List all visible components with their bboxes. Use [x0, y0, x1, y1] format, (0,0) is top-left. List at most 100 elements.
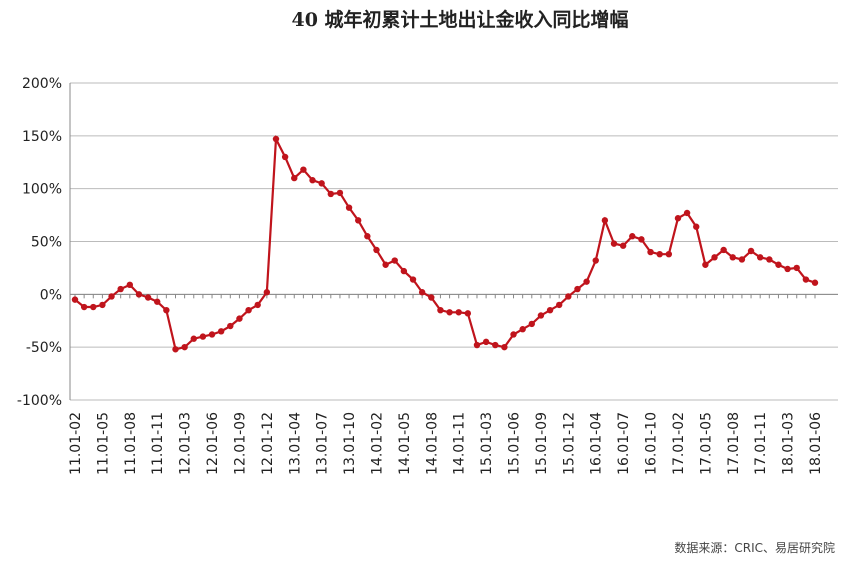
data-point: [163, 306, 170, 314]
data-line: [74, 134, 816, 351]
y-tick-label: 200%: [22, 76, 62, 92]
y-tick-label: -100%: [17, 393, 62, 409]
x-tick-label: 17.01-02: [671, 412, 687, 475]
data-point: [629, 233, 636, 240]
x-tick-label: 14.01-02: [369, 412, 385, 475]
data-point: [775, 261, 782, 268]
data-point: [464, 310, 472, 317]
x-tick-label: 17.01-08: [726, 412, 742, 475]
x-tick-label: 11.01-05: [95, 412, 111, 475]
data-point: [117, 285, 124, 293]
data-point: [199, 333, 207, 340]
x-tick-label: 15.01-03: [479, 412, 495, 475]
data-point: [382, 261, 389, 268]
data-point: [327, 190, 335, 198]
x-tick-label: 15.01-09: [534, 412, 550, 475]
chart-title: 40 城年初累计土地出让金收入同比增幅: [291, 8, 628, 31]
x-tick-label: 11.01-02: [68, 412, 84, 475]
data-point: [656, 250, 663, 258]
data-point: [811, 279, 819, 286]
data-point: [592, 257, 599, 264]
data-point: [227, 322, 234, 330]
x-tick-label: 18.01-03: [781, 412, 797, 475]
data-point: [510, 331, 517, 338]
x-tick-label: 15.01-12: [561, 412, 577, 475]
data-point: [583, 278, 590, 285]
x-tick-label: 18.01-06: [808, 412, 824, 475]
data-point: [784, 265, 791, 273]
data-point: [446, 309, 453, 316]
data-point: [683, 209, 691, 217]
x-tick-label: 14.01-11: [452, 412, 468, 475]
data-point: [428, 294, 435, 301]
x-tick-label: 11.01-11: [150, 412, 166, 475]
data-point: [272, 135, 280, 143]
data-point: [492, 341, 499, 349]
data-point: [80, 303, 88, 311]
data-point: [181, 343, 188, 351]
x-tick-label: 17.01-11: [753, 412, 769, 475]
data-point: [245, 306, 252, 314]
x-tick-label: 12.01-09: [232, 412, 248, 475]
data-point: [638, 236, 645, 243]
x-tick-label: 11.01-08: [123, 412, 139, 475]
x-tick-label: 17.01-05: [698, 412, 714, 475]
data-point: [747, 247, 755, 255]
data-point: [318, 180, 325, 187]
data-point: [135, 291, 143, 298]
data-point: [711, 254, 718, 261]
data-point: [336, 189, 344, 197]
data-point: [71, 296, 79, 303]
data-point: [281, 153, 289, 161]
data-point: [555, 301, 563, 309]
data-point: [400, 267, 408, 275]
data-point: [236, 315, 243, 322]
data-point: [108, 293, 115, 300]
data-point: [802, 276, 810, 283]
source-note: 数据来源：CRIC、易居研究院: [674, 540, 835, 555]
data-point: [364, 233, 371, 240]
data-point: [665, 250, 673, 258]
data-point: [546, 306, 554, 314]
data-point: [610, 240, 618, 247]
data-point: [437, 306, 444, 314]
data-point: [647, 248, 654, 256]
x-tick-label: 12.01-12: [260, 412, 276, 475]
data-point: [144, 294, 152, 301]
data-point: [766, 256, 773, 263]
data-point: [501, 343, 508, 351]
data-point: [263, 289, 271, 296]
data-point: [309, 177, 316, 184]
y-tick-label: 150%: [22, 129, 62, 145]
data-point: [482, 338, 490, 346]
x-tick-label: 16.01-04: [589, 412, 605, 475]
data-point: [473, 341, 481, 349]
data-point: [574, 285, 581, 293]
x-tick-label: 15.01-06: [507, 412, 523, 475]
x-tick-label: 13.01-04: [287, 412, 303, 475]
data-point: [693, 223, 700, 230]
data-point: [455, 309, 462, 316]
data-point: [254, 301, 261, 309]
data-point: [793, 264, 800, 272]
data-point: [291, 174, 298, 182]
data-point: [208, 331, 216, 338]
data-point: [702, 261, 709, 268]
data-point: [126, 281, 134, 289]
data-point: [720, 246, 727, 254]
data-point: [519, 326, 526, 333]
data-point: [217, 328, 225, 335]
data-point: [619, 242, 627, 249]
x-tick-label: 13.01-07: [315, 412, 331, 475]
data-point: [345, 204, 353, 211]
data-point: [99, 301, 106, 309]
data-point: [601, 217, 609, 224]
data-point: [355, 217, 362, 224]
data-point: [190, 335, 197, 342]
data-point: [409, 276, 417, 283]
x-tick-label: 14.01-05: [397, 412, 413, 475]
data-point: [373, 246, 380, 254]
x-tick-label: 12.01-03: [178, 412, 194, 475]
x-tick-label: 16.01-07: [616, 412, 632, 475]
